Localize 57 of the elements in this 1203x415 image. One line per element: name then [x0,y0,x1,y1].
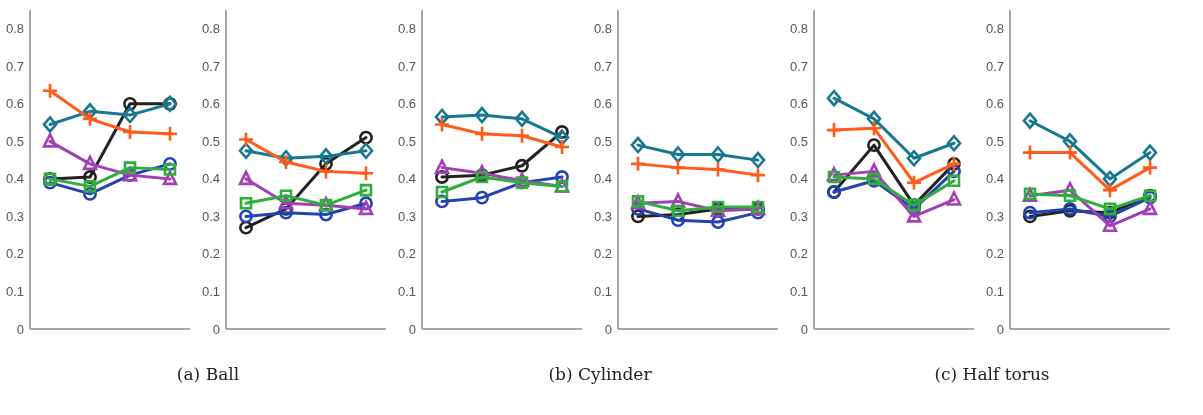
y-tick-label: 0.1 [593,284,612,300]
y-tick-label: 0.3 [5,208,24,224]
y-tick-label: 0.5 [593,133,612,149]
y-tick-label: 0.4 [397,171,416,187]
y-tick-label: 0.4 [789,171,808,187]
y-tick-label: 0 [604,321,612,337]
y-tick-label: 0.5 [789,133,808,149]
y-tick-label: 0 [996,321,1004,337]
y-tick-label: 0.5 [201,133,220,149]
y-tick-label: 0.8 [789,21,808,37]
y-tick-label: 0.1 [201,284,220,300]
y-tick-label: 0.7 [5,58,24,74]
y-tick-label: 0.6 [5,96,24,112]
y-tick-label: 0.8 [593,21,612,37]
y-tick-label: 0.8 [985,21,1004,37]
y-tick-label: 0.3 [201,208,220,224]
y-tick-label: 0.8 [5,21,24,37]
y-tick-label: 0.5 [985,133,1004,149]
y-tick-label: 0.8 [397,21,416,37]
y-tick-label: 0.1 [789,284,808,300]
y-tick-label: 0.2 [789,246,808,262]
y-tick-label: 0 [800,321,808,337]
y-tick-label: 0.6 [985,96,1004,112]
y-tick-label: 0.6 [397,96,416,112]
y-tick-label: 0.7 [789,58,808,74]
y-tick-label: 0.8 [201,21,220,37]
text: (c) Half torus [934,364,1050,384]
y-tick-label: 0.6 [201,96,220,112]
y-tick-label: 0.6 [789,96,808,112]
y-tick-label: 0.3 [593,208,612,224]
y-tick-label: 0.4 [985,171,1004,187]
y-tick-label: 0.2 [985,246,1004,262]
y-tick-label: 0.2 [593,246,612,262]
y-tick-label: 0.1 [985,284,1004,300]
y-tick-label: 0.6 [593,96,612,112]
y-tick-label: 0.4 [5,171,24,187]
y-tick-label: 0.3 [397,208,416,224]
text: (a) Ball [176,364,240,384]
y-tick-label: 0.1 [397,284,416,300]
y-tick-label: 0.3 [789,208,808,224]
y-tick-label: 0 [16,321,24,337]
y-tick-label: 0.4 [593,171,612,187]
text: (b) Cylinder [548,364,653,384]
y-tick-label: 0.7 [201,58,220,74]
y-tick-label: 0.5 [397,133,416,149]
y-tick-label: 0.1 [5,284,24,300]
y-tick-label: 0 [408,321,416,337]
y-tick-label: 0.2 [201,246,220,262]
y-tick-label: 0.3 [985,208,1004,224]
y-tick-label: 0.7 [397,58,416,74]
y-tick-label: 0.2 [5,246,24,262]
y-tick-label: 0.4 [201,171,220,187]
y-tick-label: 0.2 [397,246,416,262]
y-tick-label: 0.7 [985,58,1004,74]
y-tick-label: 0.5 [5,133,24,149]
y-tick-label: 0.7 [593,58,612,74]
y-tick-label: 0 [212,321,220,337]
